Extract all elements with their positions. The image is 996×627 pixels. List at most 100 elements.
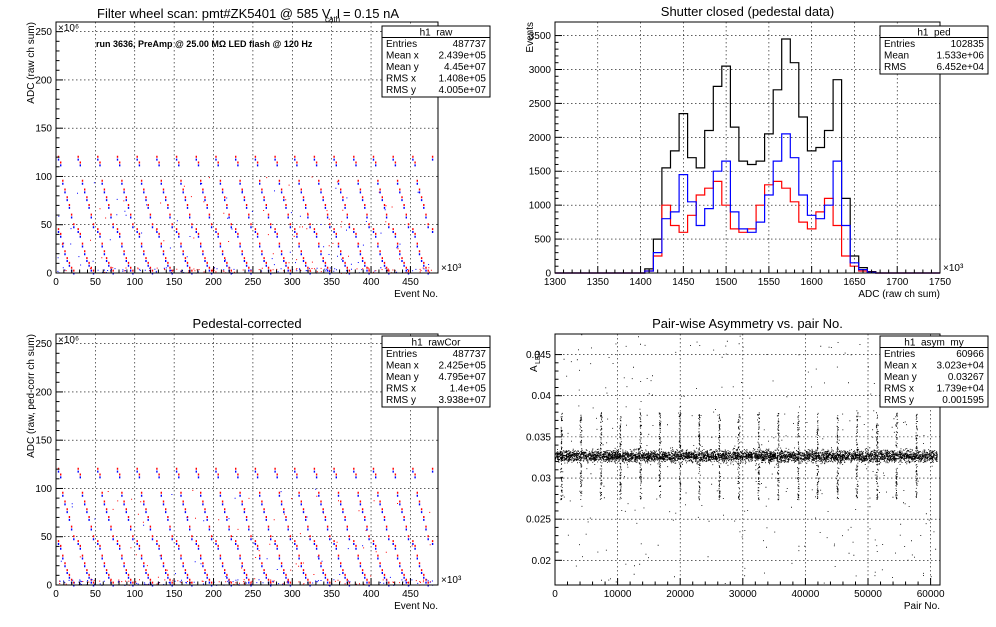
y-tick-label: 1000 xyxy=(529,201,552,212)
x-tick-label: 1450 xyxy=(672,277,695,288)
x-axis-label: Event No. xyxy=(394,601,438,612)
stats-row-value: 4.005e+07 xyxy=(438,85,486,96)
x-tick-label: 1350 xyxy=(587,277,610,288)
y-axis-label: ADC (raw, ped-corr ch sum) xyxy=(26,334,37,458)
y-tick-label: 150 xyxy=(35,436,52,447)
chart-title: Pedestal-corrected xyxy=(192,316,301,331)
x-tick-label: 150 xyxy=(166,277,183,288)
stats-row-label: RMS y xyxy=(386,395,416,406)
chart-title: Pair-wise Asymmetry vs. pair No. xyxy=(652,316,843,331)
stats-row-label: Mean y xyxy=(884,372,917,383)
stats-row-label: RMS x xyxy=(884,384,914,395)
x-axis-exponent: ×10³ xyxy=(441,263,462,274)
stats-row-label: Mean x xyxy=(884,361,917,372)
x-axis-label: ADC (raw ch sum) xyxy=(858,289,940,300)
y-tick-label: 150 xyxy=(35,124,52,135)
x-tick-label: 50 xyxy=(90,277,102,288)
y-tick-label: 2000 xyxy=(529,133,552,144)
grid xyxy=(56,22,438,273)
stats-row-value: 0.03267 xyxy=(948,372,985,383)
stats-row-value: 1.4e+05 xyxy=(450,384,487,395)
scatter-series-1 xyxy=(57,470,434,587)
x-axis-label: Pair No. xyxy=(904,601,940,612)
panel-bottom-right: 0 10000 20000 30000 40000 50000 60000 0.02 0.025… xyxy=(526,316,989,612)
chart-title-sub: cath xyxy=(325,15,340,24)
y-axis-label: A xyxy=(529,365,540,372)
x-tick-label: 200 xyxy=(205,277,222,288)
axes: 1300 1350 1400 1450 1500 1550 1600 1650 1700 1750… xyxy=(529,31,952,288)
x-tick-label: 1650 xyxy=(843,277,866,288)
x-tick-label: 450 xyxy=(402,589,419,600)
plot-frame xyxy=(55,21,439,274)
chart-annotation: run 3636, PreAmp @ 25.00 MΩ LED flash @ … xyxy=(96,39,313,49)
x-tick-label: 250 xyxy=(245,277,262,288)
y-tick-label: 100 xyxy=(35,484,52,495)
y-tick-label: 0 xyxy=(545,269,551,280)
x-tick-label: 150 xyxy=(166,589,183,600)
chart-title-suffix: = 0.15 nA xyxy=(343,6,399,21)
stats-row-value: 60966 xyxy=(956,349,984,360)
y-axis-exponent: ×10⁶ xyxy=(58,335,79,346)
stats-row-value: 6.452e+04 xyxy=(936,62,984,73)
stats-row-label: Mean y xyxy=(386,372,419,383)
histogram-series-1 xyxy=(555,180,940,274)
x-tick-label: 400 xyxy=(363,589,380,600)
stats-row-value: 4.45e+07 xyxy=(444,62,486,73)
x-tick-label: 0 xyxy=(53,277,59,288)
panel-top-right: 1300 1350 1400 1450 1500 1550 1600 1650 1700 1750… xyxy=(525,4,989,300)
stats-box-name: h1_rawCor xyxy=(412,338,462,349)
stats-row-value: 0.001595 xyxy=(942,395,984,406)
x-tick-label: 1600 xyxy=(801,277,824,288)
stats-row-value: 1.408e+05 xyxy=(438,74,486,85)
y-tick-label: 0.04 xyxy=(532,391,552,402)
y-tick-label: 500 xyxy=(534,235,551,246)
y-tick-label: 200 xyxy=(35,387,52,398)
stats-row-value: 4.795e+07 xyxy=(438,372,486,383)
x-tick-label: 50000 xyxy=(854,589,882,600)
plot-data xyxy=(57,155,434,275)
stats-row-value: 2.439e+05 xyxy=(438,51,486,62)
plot-data xyxy=(555,334,938,584)
x-tick-label: 60000 xyxy=(917,589,945,600)
scatter-series-1 xyxy=(57,158,434,275)
x-tick-label: 100 xyxy=(126,589,143,600)
stats-row-label: Entries xyxy=(386,349,417,360)
panel-top-left: 0 50 100 150 200 250 300 350 400 450 0 50 100 150 200 2… xyxy=(26,6,491,300)
stats-row-value: 487737 xyxy=(453,39,487,50)
stats-row-label: Entries xyxy=(884,349,915,360)
x-tick-label: 400 xyxy=(363,277,380,288)
stats-row-label: Entries xyxy=(884,39,915,50)
stats-row-label: Mean y xyxy=(386,62,419,73)
x-axis-exponent: ×10³ xyxy=(943,263,964,274)
x-tick-label: 100 xyxy=(126,277,143,288)
stats-row-label: RMS x xyxy=(386,74,416,85)
stats-row-value: 3.023e+04 xyxy=(936,361,984,372)
y-tick-label: 250 xyxy=(35,339,52,350)
y-tick-label: 0.045 xyxy=(526,350,551,361)
plot-frame xyxy=(554,333,941,586)
y-tick-label: 200 xyxy=(35,75,52,86)
histogram-series-2 xyxy=(555,133,940,274)
axes: 0 50 100 150 200 250 300 350 400 450 0 50 100 150 200 2… xyxy=(35,339,419,600)
y-tick-label: 250 xyxy=(35,27,52,38)
plot-frame xyxy=(55,333,439,586)
stats-row-value: 3.938e+07 xyxy=(438,395,486,406)
x-tick-label: 350 xyxy=(323,589,340,600)
x-tick-label: 1750 xyxy=(929,277,952,288)
x-axis-label: Event No. xyxy=(394,289,438,300)
y-tick-label: 0.03 xyxy=(532,474,552,485)
scatter-series-0 xyxy=(57,155,434,274)
stats-row-value: 1.739e+04 xyxy=(936,384,984,395)
x-tick-label: 1300 xyxy=(544,277,567,288)
plot-data xyxy=(57,467,434,587)
panel-bottom-left: 0 50 100 150 200 250 300 350 400 450 0 50 100 150 200 2… xyxy=(26,316,491,612)
x-tick-label: 10000 xyxy=(604,589,632,600)
x-tick-label: 300 xyxy=(284,277,301,288)
stats-row-value: 487737 xyxy=(453,349,487,360)
grid xyxy=(56,334,438,585)
y-axis-label-sub: LED xyxy=(535,350,542,364)
stats-box-name: h1_ped xyxy=(917,28,950,39)
y-tick-label: 0.025 xyxy=(526,515,551,526)
